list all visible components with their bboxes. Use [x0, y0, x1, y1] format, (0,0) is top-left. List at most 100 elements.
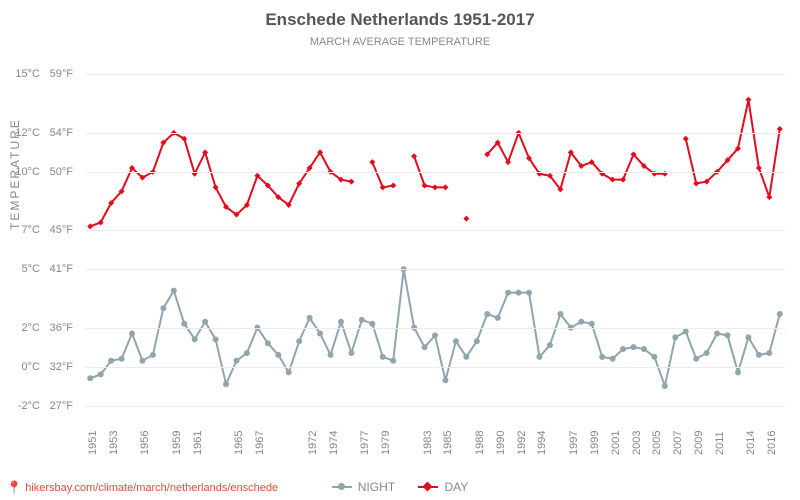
x-tick-label: 1983 — [422, 431, 434, 455]
gridline — [85, 230, 785, 231]
series-marker — [108, 358, 114, 364]
x-tick-label: 2001 — [610, 431, 622, 455]
y-tick-label-f: 41°F — [3, 263, 73, 275]
legend-label-day: DAY — [444, 480, 468, 494]
footer-link[interactable]: 📍 hikersbay.com/climate/march/netherland… — [6, 480, 278, 496]
series-marker — [725, 332, 731, 338]
temperature-chart: Enschede Netherlands 1951-2017 MARCH AVE… — [0, 0, 800, 500]
y-tick-label-f: 50°F — [3, 166, 73, 178]
series-marker — [328, 352, 334, 358]
series-marker — [202, 319, 208, 325]
series-marker — [213, 336, 219, 342]
series-marker — [453, 338, 459, 344]
series-marker — [484, 311, 490, 317]
y-tick-label-f: 45°F — [3, 224, 73, 236]
series-marker — [359, 317, 365, 323]
x-tick-label: 1956 — [139, 431, 151, 455]
series-marker — [442, 377, 448, 383]
series-marker — [380, 354, 386, 360]
y-tick-label-f: 27°F — [3, 400, 73, 412]
gridline — [85, 328, 785, 329]
series-marker — [369, 159, 375, 165]
y-tick-label-f: 32°F — [3, 361, 73, 373]
series-marker — [578, 319, 584, 325]
x-tick-label: 2011 — [714, 431, 726, 455]
series-marker — [714, 330, 720, 336]
series-marker — [442, 184, 448, 190]
x-tick-label: 2003 — [631, 431, 643, 455]
series-marker — [610, 356, 616, 362]
series-marker — [557, 311, 563, 317]
x-tick-label: 1977 — [359, 431, 371, 455]
legend-label-night: NIGHT — [358, 480, 395, 494]
series-line — [686, 100, 780, 197]
legend-item-night: NIGHT — [332, 480, 395, 494]
series-marker — [589, 321, 595, 327]
y-tick-label-f: 54°F — [3, 127, 73, 139]
series-marker — [662, 383, 668, 389]
legend-marker-day — [423, 482, 433, 492]
series-marker — [683, 136, 689, 142]
x-tick-label: 1997 — [568, 431, 580, 455]
series-marker — [651, 354, 657, 360]
x-tick-label: 1961 — [192, 431, 204, 455]
series-line — [372, 162, 393, 187]
series-marker — [547, 342, 553, 348]
series-marker — [139, 358, 145, 364]
legend-item-day: DAY — [418, 480, 468, 494]
series-marker — [98, 371, 104, 377]
series-marker — [672, 334, 678, 340]
y-tick-label-f: 36°F — [3, 322, 73, 334]
series-marker — [181, 321, 187, 327]
series-marker — [599, 354, 605, 360]
x-tick-label: 1974 — [328, 431, 340, 455]
x-tick-label: 1994 — [536, 431, 548, 455]
x-tick-label: 1959 — [171, 431, 183, 455]
series-marker — [536, 354, 542, 360]
series-marker — [369, 321, 375, 327]
series-marker — [338, 319, 344, 325]
x-tick-label: 1972 — [307, 431, 319, 455]
x-tick-label: 1951 — [87, 431, 99, 455]
series-marker — [380, 184, 386, 190]
x-tick-label: 1992 — [516, 431, 528, 455]
series-marker — [432, 184, 438, 190]
series-marker — [495, 315, 501, 321]
series-marker — [129, 330, 135, 336]
series-marker — [704, 350, 710, 356]
legend-line-night — [332, 486, 352, 488]
map-pin-icon: 📍 — [6, 480, 22, 496]
series-line — [90, 133, 351, 226]
series-marker — [233, 358, 239, 364]
series-marker — [516, 290, 522, 296]
series-marker — [526, 290, 532, 296]
series-marker — [171, 288, 177, 294]
series-marker — [192, 336, 198, 342]
series-marker — [390, 358, 396, 364]
x-tick-label: 2009 — [693, 431, 705, 455]
series-marker — [693, 181, 699, 187]
x-tick-label: 2005 — [651, 431, 663, 455]
series-marker — [641, 346, 647, 352]
series-marker — [766, 194, 772, 200]
series-marker — [411, 153, 417, 159]
series-marker — [735, 369, 741, 375]
series-marker — [745, 334, 751, 340]
series-marker — [286, 369, 292, 375]
series-marker — [244, 350, 250, 356]
x-tick-label: 1988 — [474, 431, 486, 455]
gridline — [85, 172, 785, 173]
series-marker — [160, 305, 166, 311]
gridline — [85, 367, 785, 368]
series-marker — [631, 344, 637, 350]
gridline — [85, 406, 785, 407]
series-marker — [87, 223, 93, 229]
x-tick-label: 1953 — [108, 431, 120, 455]
series-marker — [474, 338, 480, 344]
chart-svg — [85, 55, 785, 425]
x-tick-label: 2007 — [672, 431, 684, 455]
series-marker — [223, 381, 229, 387]
y-tick-label-f: 59°F — [3, 68, 73, 80]
gridline — [85, 74, 785, 75]
series-marker — [390, 182, 396, 188]
